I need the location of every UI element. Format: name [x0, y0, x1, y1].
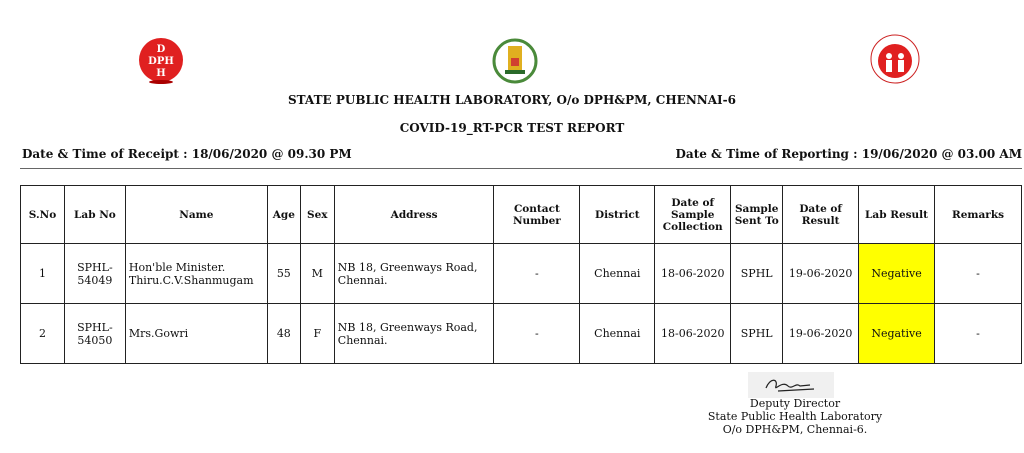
cell-sno: 2: [20, 303, 65, 364]
cell-result-date: 19-06-2020: [782, 243, 860, 304]
signatory-lab: State Public Health Laboratory: [707, 410, 883, 423]
cell-lab-no: SPHL-54049: [63, 243, 126, 304]
results-table: S.No Lab No Name Age Sex Address Contact…: [20, 185, 1023, 364]
svg-text:H: H: [156, 68, 165, 79]
cell-name: Mrs.Gowri: [124, 303, 268, 364]
cell-age: 48: [266, 303, 301, 364]
cell-remarks: -: [933, 243, 1023, 304]
cell-sex: F: [299, 303, 335, 364]
tamil-nadu-emblem: [491, 38, 539, 88]
cell-contact: -: [493, 243, 581, 304]
lab-name: STATE PUBLIC HEALTH LABORATORY, O/o DPH&…: [287, 93, 737, 107]
cell-age: 55: [266, 243, 301, 304]
cell-contact: -: [493, 303, 581, 364]
table-row: 2 SPHL-54050 Mrs.Gowri 48 F NB 18, Green…: [20, 303, 1023, 364]
col-sex: Sex: [299, 185, 335, 244]
col-sent-to: Sample Sent To: [730, 185, 784, 244]
cell-remarks: -: [933, 303, 1023, 364]
col-address: Address: [333, 185, 495, 244]
table-header: S.No Lab No Name Age Sex Address Contact…: [20, 185, 1023, 244]
cell-sno: 1: [20, 243, 65, 304]
col-sno: S.No: [20, 185, 65, 244]
table-row: 1 SPHL-54049 Hon'ble Minister. Thiru.C.V…: [20, 243, 1023, 304]
cell-lab-result: Negative: [858, 243, 935, 304]
svg-text:DPH: DPH: [148, 56, 174, 67]
cell-sex: M: [299, 243, 335, 304]
col-remarks: Remarks: [933, 185, 1023, 244]
col-district: District: [579, 185, 656, 244]
cell-district: Chennai: [579, 303, 656, 364]
cell-address: NB 18, Greenways Road, Chennai.: [333, 303, 495, 364]
cell-result-date: 19-06-2020: [782, 303, 860, 364]
col-result-date: Date of Result: [782, 185, 860, 244]
signature-image: [748, 372, 834, 398]
cell-sample-date: 18-06-2020: [654, 303, 732, 364]
col-contact: Contact Number: [493, 185, 581, 244]
cell-sample-date: 18-06-2020: [654, 243, 732, 304]
reporting-datetime: Date & Time of Reporting : 19/06/2020 @ …: [675, 147, 1022, 161]
col-lab-result: Lab Result: [858, 185, 935, 244]
nhm-logo: [866, 34, 924, 88]
cell-lab-result: Negative: [858, 303, 935, 364]
cell-sent-to: SPHL: [730, 303, 784, 364]
cell-district: Chennai: [579, 243, 656, 304]
cell-lab-no: SPHL-54050: [63, 303, 126, 364]
report-title: COVID-19_RT-PCR TEST REPORT: [399, 121, 625, 135]
signatory-block: Deputy Director State Public Health Labo…: [700, 397, 890, 436]
receipt-datetime: Date & Time of Receipt : 18/06/2020 @ 09…: [22, 147, 352, 161]
cell-sent-to: SPHL: [730, 243, 784, 304]
svg-text:D: D: [157, 44, 166, 55]
cell-name: Hon'ble Minister. Thiru.C.V.Shanmugam: [124, 243, 268, 304]
cell-address: NB 18, Greenways Road, Chennai.: [333, 243, 495, 304]
col-age: Age: [266, 185, 301, 244]
col-lab-no: Lab No: [63, 185, 126, 244]
signatory-office: O/o DPH&PM, Chennai-6.: [722, 423, 868, 436]
col-sample-date: Date of Sample Collection: [654, 185, 732, 244]
divider: [20, 168, 1022, 169]
dph-logo: D DPH H: [137, 38, 185, 88]
col-name: Name: [124, 185, 268, 244]
signatory-title: Deputy Director: [749, 397, 841, 410]
